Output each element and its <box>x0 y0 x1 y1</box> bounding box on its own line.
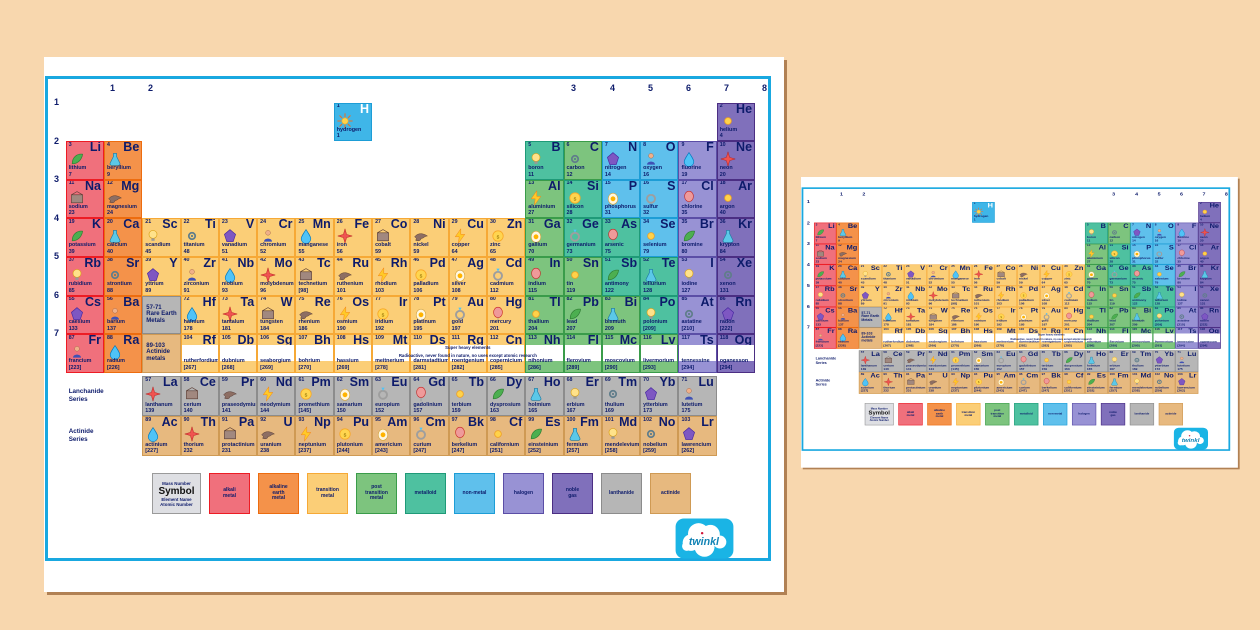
svg-text:$: $ <box>382 312 385 318</box>
svg-text:$: $ <box>343 432 346 438</box>
svg-text:twinkl: twinkl <box>689 536 720 548</box>
svg-text:$: $ <box>305 392 308 398</box>
svg-text:$: $ <box>420 273 423 279</box>
svg-text:twinkl: twinkl <box>1182 438 1200 444</box>
svg-text:$: $ <box>573 196 576 202</box>
svg-text:$: $ <box>497 235 500 241</box>
